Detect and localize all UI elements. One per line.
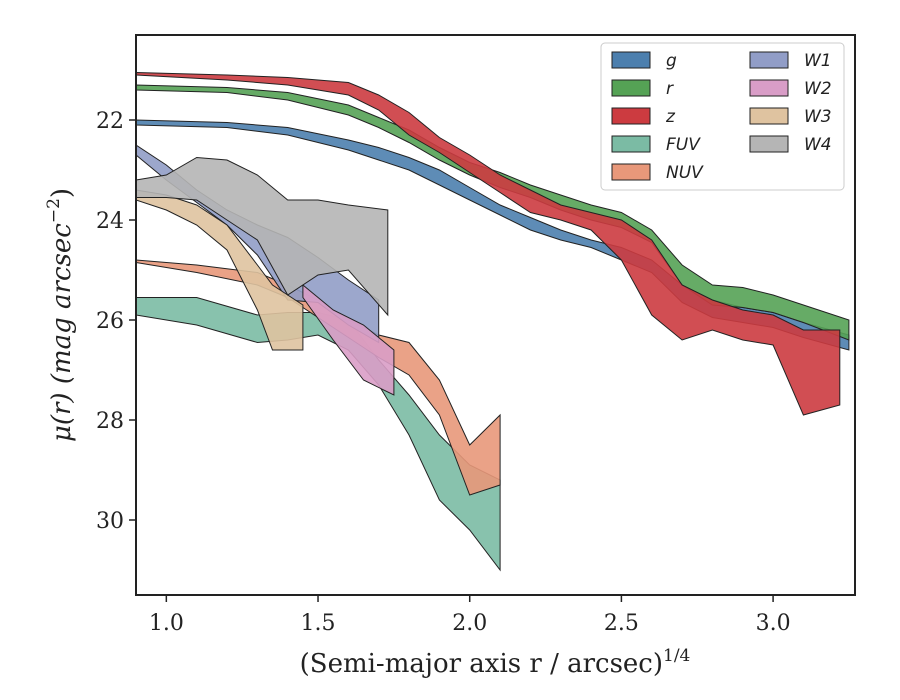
x-tick-label: 1.5: [301, 611, 336, 636]
series-band-w4: [136, 156, 389, 317]
legend-label-fuv: FUV: [666, 135, 701, 155]
legend-label-w4: W4: [804, 135, 832, 155]
legend-label-w1: W1: [804, 51, 832, 71]
x-tick-label: 1.0: [149, 611, 184, 636]
y-tick-label: 24: [96, 209, 124, 234]
series-band-fuv: [136, 297, 501, 572]
legend-swatch-w3: [749, 107, 789, 125]
series-layer: [136, 71, 850, 572]
y-tick-label: 22: [96, 109, 124, 134]
legend-swatch-fuv: [611, 135, 651, 153]
y-tick-label: 28: [96, 409, 124, 434]
legend-swatch-g: [611, 51, 651, 69]
series-band-w2: [302, 283, 395, 396]
series-band-z: [136, 71, 841, 416]
legend-label-w2: W2: [804, 79, 832, 99]
legend-label-r: r: [666, 79, 674, 99]
legend-swatch-z: [611, 107, 651, 125]
legend-label-g: g: [666, 51, 677, 71]
series-band-w3: [136, 189, 304, 351]
x-tick-label: 2.5: [604, 611, 639, 636]
legend-swatch-w2: [749, 79, 789, 97]
legend-swatch-nuv: [611, 163, 651, 181]
plot-frame: [135, 34, 856, 596]
legend-swatch-w1: [749, 51, 789, 69]
legend-label-w3: W3: [804, 107, 832, 127]
y-tick-label: 26: [96, 309, 124, 334]
x-tick-label: 2.0: [452, 611, 487, 636]
legend-label-nuv: NUV: [666, 163, 704, 183]
legend: grz FUV NUV W1 W2 W3 W4: [600, 42, 845, 191]
y-axis-label: μ(r) (mag arcsec−2): [44, 188, 77, 442]
x-tick-label: 3.0: [756, 611, 791, 636]
legend-swatch-r: [611, 79, 651, 97]
y-tick-label: 30: [96, 509, 124, 534]
legend-swatch-w4: [749, 135, 789, 153]
y-axis: 22 24 26 28 30: [96, 109, 136, 534]
x-axis-label: (Semi-major axis r / arcsec)1/4: [300, 646, 691, 679]
legend-label-z: z: [665, 107, 676, 127]
x-axis: 1.0 1.5 2.0 2.5 3.0: [149, 595, 791, 636]
